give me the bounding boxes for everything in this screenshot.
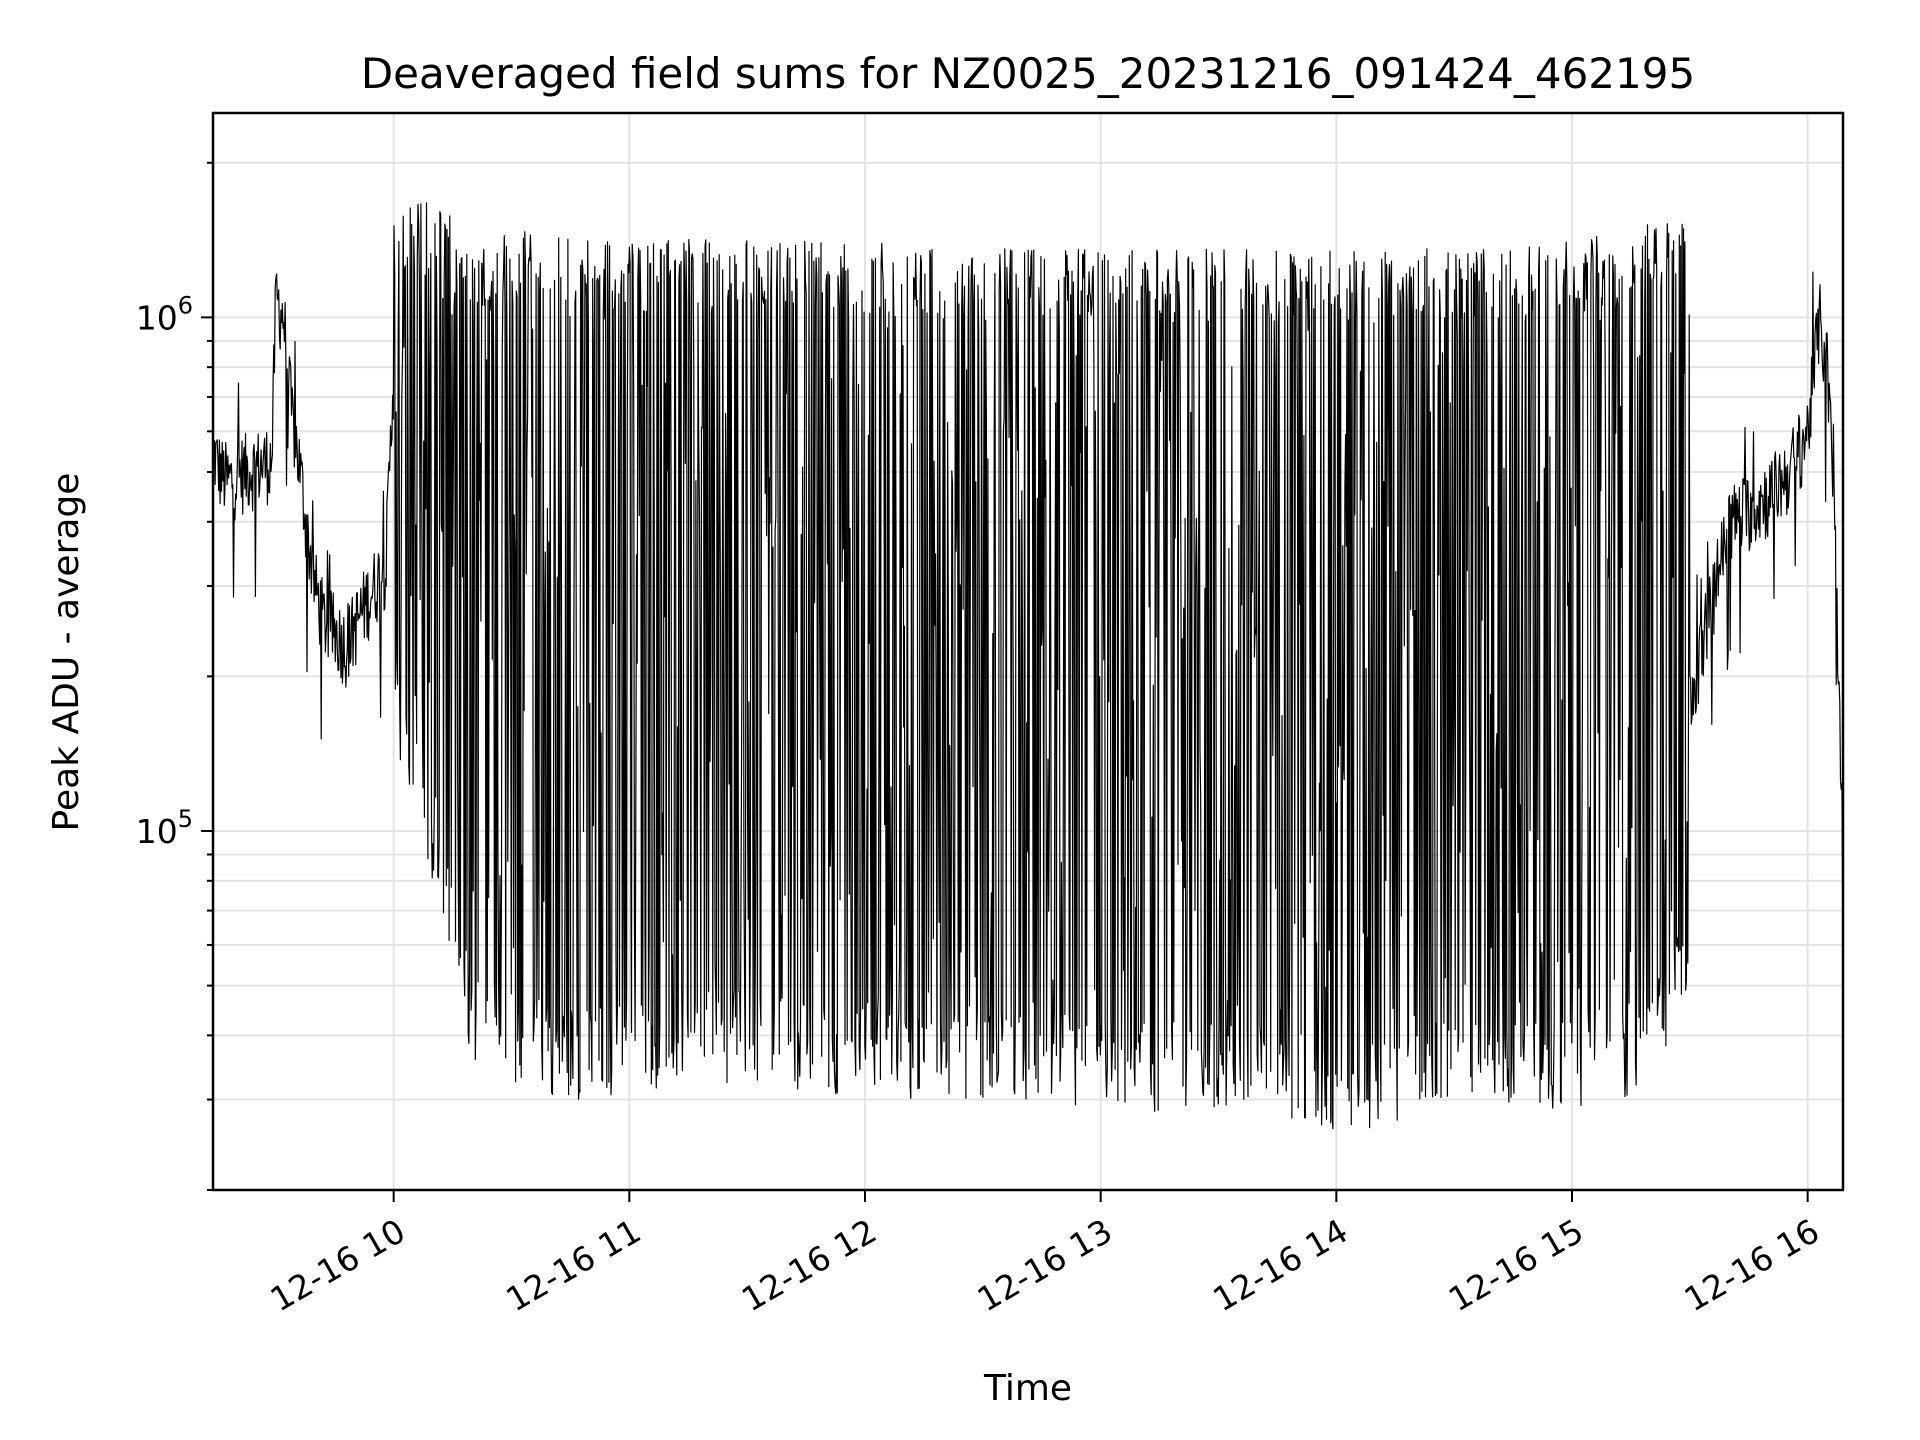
y-axis: 105 106 bbox=[136, 161, 213, 1191]
x-tick-label: 12-16 14 bbox=[1206, 1211, 1354, 1319]
plot-frame bbox=[211, 111, 1845, 1192]
y-axis-label: Peak ADU - average bbox=[46, 473, 87, 832]
chart-title: Deaveraged field sums for NZ0025_2023121… bbox=[361, 49, 1695, 98]
x-axis: 12-16 10 12-16 11 12-16 12 12-16 13 12-16 14… bbox=[264, 1190, 1826, 1319]
x-tick-label: 12-16 15 bbox=[1442, 1211, 1590, 1319]
x-axis-label: Time bbox=[983, 1368, 1072, 1409]
data-line bbox=[212, 202, 1844, 1130]
x-tick-label: 12-16 11 bbox=[499, 1211, 647, 1319]
x-tick-label: 12-16 12 bbox=[735, 1211, 883, 1319]
y-tick-label: 105 bbox=[136, 805, 193, 851]
y-tick-label: 106 bbox=[136, 291, 193, 337]
x-tick-label: 12-16 16 bbox=[1678, 1211, 1826, 1319]
series-line bbox=[212, 202, 1844, 1130]
x-tick-label: 12-16 10 bbox=[264, 1211, 412, 1319]
x-tick-label: 12-16 13 bbox=[971, 1211, 1119, 1319]
